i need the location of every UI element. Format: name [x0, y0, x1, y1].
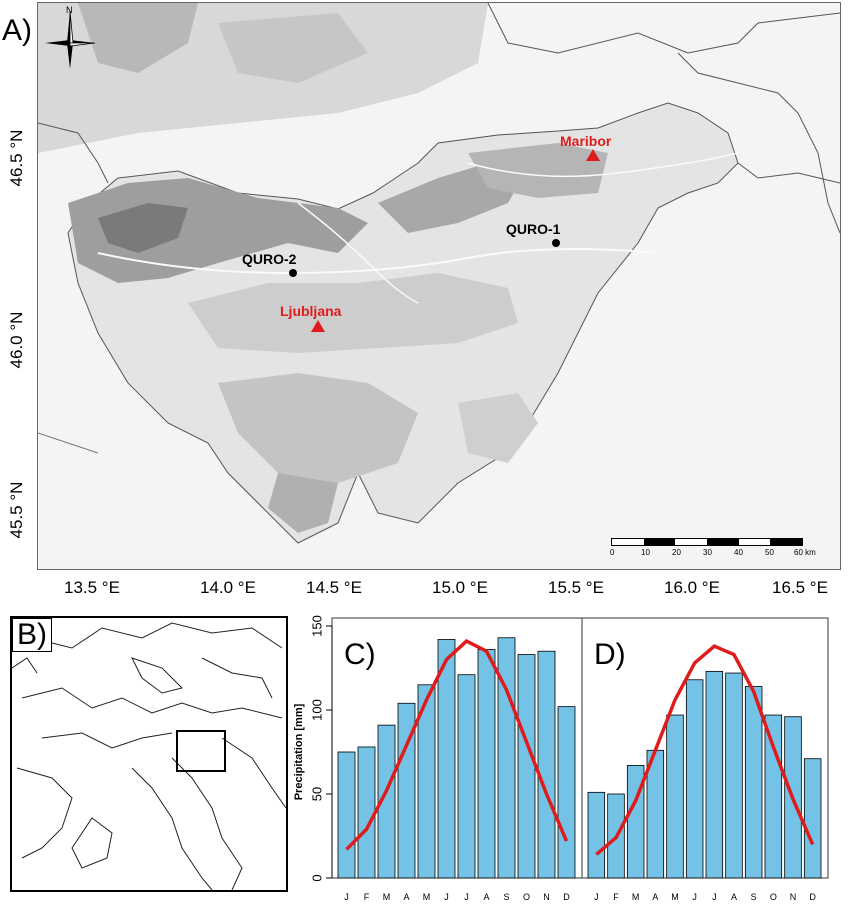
x-tick-label: M [423, 892, 431, 902]
bar [764, 714, 783, 879]
x-tick-label: J [594, 892, 599, 902]
bar [337, 751, 356, 879]
bar [685, 679, 704, 879]
scale-label-10: 10 [641, 548, 650, 557]
lon-label-14-5: 14.5 °E [306, 578, 362, 597]
bar [537, 650, 556, 879]
x-tick-label: M [671, 892, 679, 902]
panel-label-b: B) [12, 618, 52, 652]
bar [377, 724, 396, 879]
north-arrow-icon [45, 10, 95, 69]
chart-panel-label: C) [344, 638, 376, 671]
bar [557, 706, 576, 879]
scale-label-50: 50 [765, 548, 774, 557]
scale-label-0: 0 [610, 548, 615, 557]
lat-label-46-5: 46.5 °N [7, 129, 26, 187]
scale-label-20: 20 [672, 548, 681, 557]
bar [705, 670, 724, 879]
y-tick-label: 100 [309, 699, 324, 721]
x-tick-label: S [751, 892, 757, 902]
panel-label-a: A) [2, 14, 32, 47]
station-label-quro-2: QURO-2 [242, 251, 297, 267]
y-tick-label: 150 [309, 615, 324, 637]
lon-label-16-5: 16.5 °E [772, 578, 828, 597]
x-tick-label: F [364, 892, 370, 902]
x-tick-label: A [403, 892, 409, 902]
x-tick-label: D [563, 892, 570, 902]
city-label-maribor: Maribor [560, 133, 612, 149]
bar [397, 702, 416, 879]
station-marker-quro-1 [552, 239, 560, 247]
bar [744, 686, 763, 879]
y-axis-label: Precipitation [mm] [293, 703, 305, 800]
x-tick-label: M [632, 892, 640, 902]
city-label-ljubljana: Ljubljana [280, 303, 342, 319]
x-tick-label: N [790, 892, 797, 902]
x-tick-label: J [712, 892, 717, 902]
bar [357, 746, 376, 879]
temperature-curve [595, 644, 815, 856]
temperature-curve [345, 639, 569, 851]
station-label-quro-1: QURO-1 [506, 221, 561, 237]
bar [477, 649, 496, 879]
x-tick-label: J [692, 892, 697, 902]
bar [457, 674, 476, 879]
climate-charts: 0 50 100 150 Precipitation [mm] J F M A M J J A S O N D C… [293, 615, 829, 902]
lon-label-15-0: 15.0 °E [432, 578, 488, 597]
bar [437, 639, 456, 879]
x-tick-label: O [770, 892, 777, 902]
bar [666, 714, 684, 879]
inset-focus-box [176, 730, 226, 772]
city-marker-ljubljana [311, 320, 325, 332]
x-tick-label: F [613, 892, 619, 902]
x-tick-label: N [543, 892, 550, 902]
lon-label-13-5: 13.5 °E [64, 578, 120, 597]
x-tick-label: O [523, 892, 530, 902]
bar [725, 672, 743, 879]
lon-label-15-5: 15.5 °E [548, 578, 604, 597]
x-tick-label: M [383, 892, 391, 902]
main-map[interactable]: N Maribor Ljubljana QURO-1 QURO-2 0 10 2… [37, 2, 841, 570]
lat-label-45-5: 45.5 °N [7, 481, 26, 539]
terrain-map [38, 3, 840, 569]
scale-label-60: 60 km [794, 548, 816, 557]
bar [517, 654, 536, 879]
x-tick-label: A [483, 892, 489, 902]
x-tick-label: J [344, 892, 349, 902]
europe-outline [12, 622, 286, 890]
station-marker-quro-2 [289, 269, 297, 277]
x-tick-label: A [652, 892, 658, 902]
scale-bar [611, 538, 803, 546]
lat-label-46-0: 46.0 °N [7, 311, 26, 369]
lon-label-16-0: 16.0 °E [664, 578, 720, 597]
chart-panel-label: D) [594, 638, 626, 671]
y-tick-label: 0 [309, 874, 324, 881]
x-tick-label: J [444, 892, 449, 902]
y-tick-label: 50 [309, 787, 324, 801]
city-marker-maribor [586, 149, 600, 161]
north-label: N [66, 5, 73, 15]
x-tick-label: D [809, 892, 816, 902]
scale-label-40: 40 [734, 548, 743, 557]
inset-map[interactable] [10, 616, 288, 892]
bar [497, 637, 516, 879]
lon-label-14-0: 14.0 °E [200, 578, 256, 597]
scale-label-30: 30 [703, 548, 712, 557]
bar [417, 684, 436, 879]
bar [803, 758, 822, 879]
x-tick-label: A [731, 892, 737, 902]
x-tick-label: J [464, 892, 469, 902]
x-tick-label: S [503, 892, 509, 902]
bar [587, 791, 606, 879]
